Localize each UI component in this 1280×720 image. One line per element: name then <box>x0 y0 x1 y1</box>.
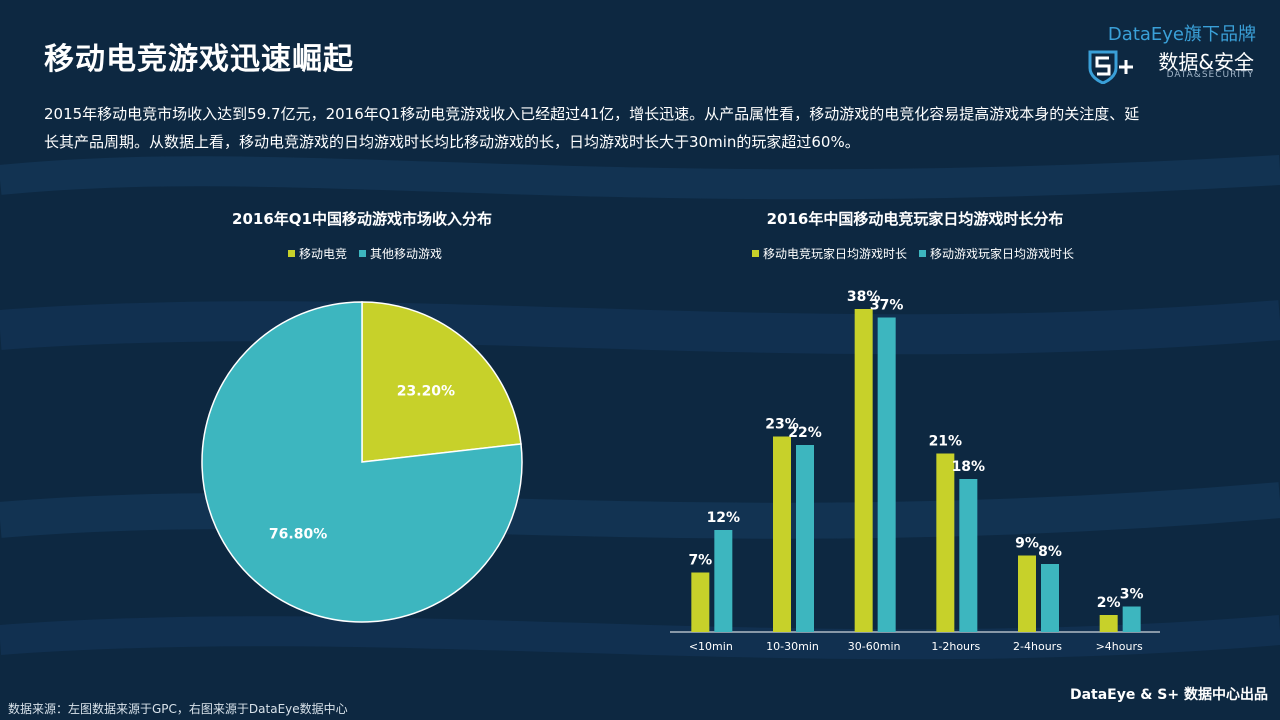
bar-data-label: 23% <box>765 417 799 433</box>
bar <box>854 309 873 632</box>
footer-source: 数据来源：左图数据来源于GPC，右图来源于DataEye数据中心 <box>8 702 348 716</box>
bar-data-label: 2% <box>1097 595 1121 611</box>
bar <box>1018 555 1036 632</box>
footer-brand: DataEye & S+ 数据中心出品 <box>1069 687 1268 703</box>
bar-data-label: 7% <box>688 553 712 569</box>
bar-data-label: 37% <box>870 298 904 314</box>
legend-label: 移动电竞 <box>299 247 348 261</box>
brand-name-en: DATA&SECURITY <box>1166 70 1254 80</box>
bar <box>796 445 814 632</box>
bar <box>773 436 791 632</box>
legend-swatch <box>752 250 759 257</box>
pie-legend-item-other: 其他移动游戏 <box>359 245 442 262</box>
pie-legend: 移动电竞 其他移动游戏 <box>288 245 442 262</box>
legend-label: 移动电竞玩家日均游戏时长 <box>763 247 908 261</box>
bar <box>1099 615 1118 632</box>
bar-data-label: 3% <box>1120 587 1144 603</box>
bar <box>714 530 733 632</box>
brand-name: 数据&安全 <box>1158 50 1254 74</box>
legend-swatch <box>919 250 927 257</box>
bar-chart-title: 2016年中国移动电竞玩家日均游戏时长分布 <box>766 210 1064 228</box>
bar-chart: 7% 12% <10min 23%22% 10-30min 38%37% 30-60min 2… <box>670 289 1160 653</box>
pie-slice-label: 76.80% <box>269 527 327 543</box>
legend-label: 移动游戏玩家日均游戏时长 <box>930 247 1075 261</box>
x-tick-label: 1-2hours <box>931 640 980 653</box>
pie-slice <box>361 301 522 463</box>
bar-data-label: 21% <box>929 434 963 450</box>
intro-paragraph: 2015年移动电竞市场收入达到59.7亿元，2016年Q1移动电竞游戏收入已经超… <box>44 105 1140 151</box>
brand-tagline: DataEye旗下品牌 <box>1107 24 1256 45</box>
bar <box>936 453 955 632</box>
page-title: 移动电竞游戏迅速崛起 <box>44 42 354 77</box>
pie-slice-label: 23.20% <box>397 383 455 399</box>
pie-chart-title: 2016年Q1中国移动游戏市场收入分布 <box>232 210 492 228</box>
bar-data-label: 12% <box>707 510 741 526</box>
bar <box>1122 606 1141 632</box>
bar <box>1041 564 1059 632</box>
shield-s-plus-icon <box>1088 50 1133 84</box>
bar-data-label: 8% <box>1038 544 1062 560</box>
x-tick-label: 10-30min <box>766 640 819 653</box>
legend-swatch <box>288 250 295 257</box>
legend-label: 其他移动游戏 <box>370 247 443 261</box>
bar-data-label: 9% <box>1015 536 1039 552</box>
bar-data-label: 22% <box>788 425 822 441</box>
pie-chart: 23.20% 76.80% <box>201 301 523 623</box>
pie-legend-item-esports: 移动电竞 <box>288 245 347 262</box>
legend-swatch <box>359 250 367 257</box>
bar <box>959 479 978 632</box>
bar-data-label: 18% <box>952 459 986 475</box>
x-tick-label: >4hours <box>1096 640 1143 653</box>
x-tick-label: 2-4hours <box>1013 640 1062 653</box>
brand-block: DataEye旗下品牌 数据&安全 DATA&SECURITY <box>1056 20 1256 90</box>
bar <box>691 572 710 632</box>
x-tick-label: <10min <box>689 640 733 653</box>
pie-slice <box>201 301 523 623</box>
bar-data-label: 38% <box>847 289 881 305</box>
bar-legend-item-esports: 移动电竞玩家日均游戏时长 <box>752 245 907 262</box>
bar-legend-item-mobile: 移动游戏玩家日均游戏时长 <box>919 245 1074 262</box>
bar-legend: 移动电竞玩家日均游戏时长 移动游戏玩家日均游戏时长 <box>752 245 1074 262</box>
x-tick-label: 30-60min <box>848 640 901 653</box>
bar <box>877 317 896 632</box>
